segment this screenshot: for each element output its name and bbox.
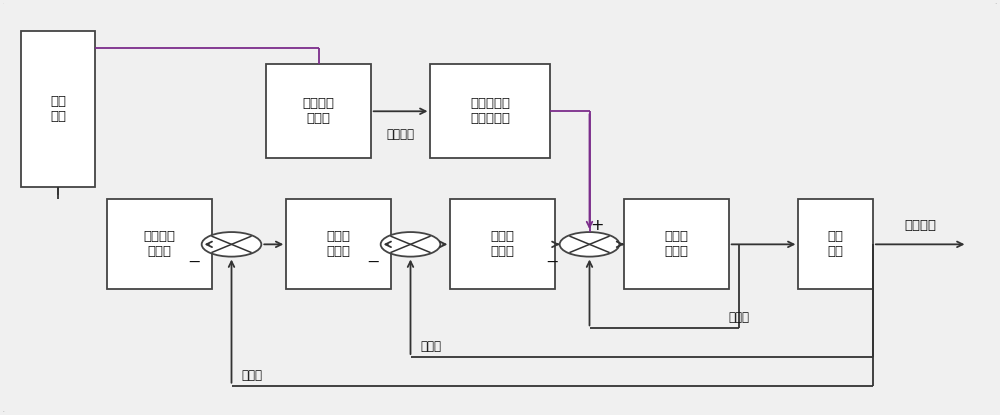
Text: 位置环
控制器: 位置环 控制器 — [326, 230, 350, 259]
Text: 动力学前馈
补偿控制器: 动力学前馈 补偿控制器 — [470, 97, 510, 125]
Bar — [798, 199, 873, 289]
Text: −: − — [366, 255, 379, 270]
Bar — [21, 32, 95, 187]
Bar — [430, 64, 550, 159]
Circle shape — [202, 232, 261, 256]
Text: 速度环
控制器: 速度环 控制器 — [490, 230, 514, 259]
Bar — [624, 199, 729, 289]
Text: 控制
对象: 控制 对象 — [828, 230, 844, 259]
Text: −: − — [187, 255, 200, 270]
Circle shape — [381, 232, 440, 256]
Text: 位置输出: 位置输出 — [904, 219, 936, 232]
Text: 数控
指令: 数控 指令 — [50, 95, 66, 123]
Text: 速度环: 速度环 — [420, 340, 441, 353]
Text: 电流环: 电流环 — [729, 311, 750, 324]
Text: 电流环
控制器: 电流环 控制器 — [665, 230, 689, 259]
Text: +: + — [591, 218, 604, 233]
Text: −: − — [545, 255, 558, 270]
Bar — [450, 199, 555, 289]
Text: 驱动力计
算模块: 驱动力计 算模块 — [303, 97, 335, 125]
Text: 干扰力矩: 干扰力矩 — [387, 128, 415, 141]
Text: 位置环: 位置环 — [241, 369, 262, 381]
Bar — [286, 199, 391, 289]
Text: 运动学逆
解模块: 运动学逆 解模块 — [143, 230, 175, 259]
Bar — [266, 64, 371, 159]
Bar — [107, 199, 212, 289]
Circle shape — [560, 232, 619, 256]
